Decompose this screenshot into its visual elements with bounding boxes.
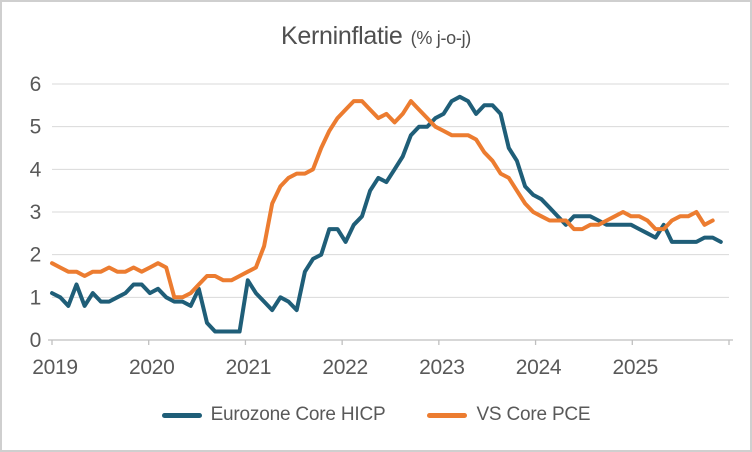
legend-item-eurozone-core-hicp: Eurozone Core HICP bbox=[161, 404, 386, 426]
x-axis-label: 2023 bbox=[419, 356, 465, 379]
series-line-vs-core-pce bbox=[50, 99, 715, 300]
x-axis-label: 2020 bbox=[129, 356, 175, 379]
x-axis-label: 2024 bbox=[516, 356, 562, 379]
y-axis-label: 0 bbox=[30, 329, 41, 352]
chart-title: Kerninflatie (% j-o-j) bbox=[2, 22, 750, 51]
legend-line-swatch-icon bbox=[427, 412, 468, 418]
legend-label-vs-core-pce: VS Core PCE bbox=[476, 404, 591, 425]
chart-legend: Eurozone Core HICP VS Core PCE bbox=[2, 404, 750, 426]
y-axis-label: 5 bbox=[30, 116, 41, 139]
x-axis-label: 2025 bbox=[613, 356, 659, 379]
legend-line-swatch-icon bbox=[161, 412, 202, 418]
chart-title-text: Kerninflatie bbox=[281, 22, 403, 50]
chart-title-unit-text: (% j-o-j) bbox=[410, 28, 472, 48]
x-axis-label: 2021 bbox=[226, 356, 272, 379]
y-axis-label: 6 bbox=[30, 73, 41, 96]
x-axis-label: 2019 bbox=[32, 356, 78, 379]
x-axis-label: 2022 bbox=[322, 356, 368, 379]
y-axis-label: 4 bbox=[30, 158, 42, 181]
y-axis-label: 3 bbox=[30, 201, 41, 224]
legend-item-vs-core-pce: VS Core PCE bbox=[427, 404, 591, 426]
y-axis-label: 2 bbox=[30, 244, 41, 267]
series-line-eurozone-core-hicp bbox=[50, 94, 723, 334]
legend-label-eurozone-core-hicp: Eurozone Core HICP bbox=[210, 404, 386, 425]
y-axis-label: 1 bbox=[30, 286, 41, 309]
